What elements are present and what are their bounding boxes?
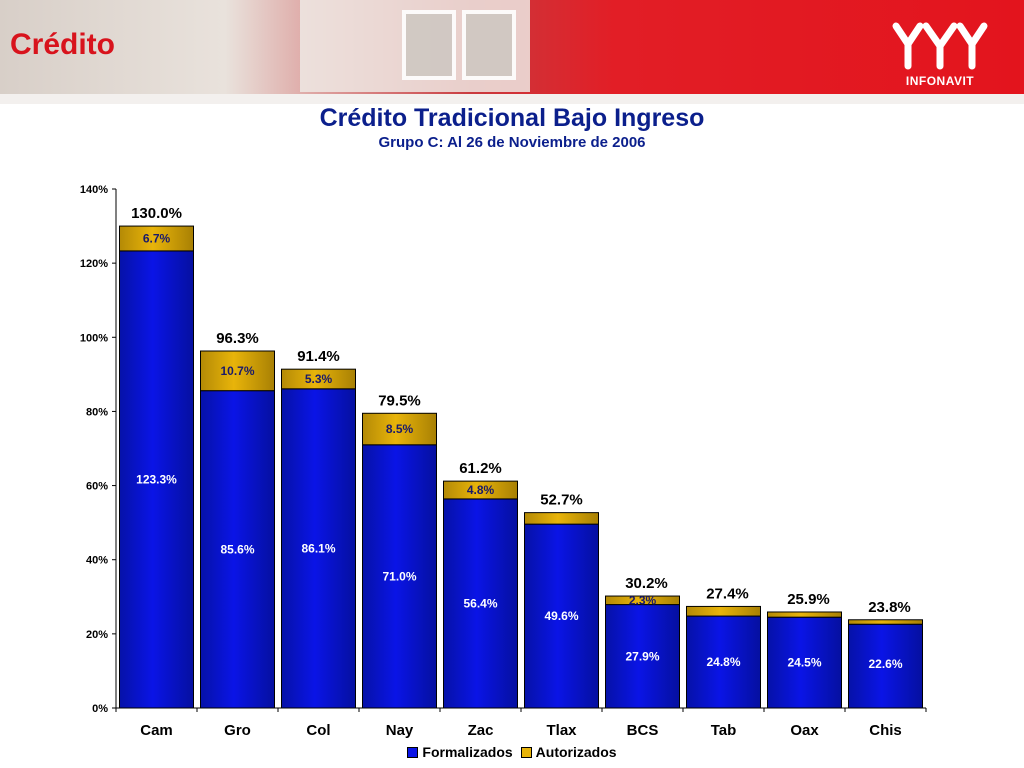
bar-autorizados	[443, 480, 518, 500]
house-window	[462, 10, 516, 80]
data-label-formalizados: 71.0%	[382, 569, 416, 583]
bar-autorizados	[200, 350, 275, 392]
x-tick-label: Gro	[224, 722, 251, 739]
x-tick-label: Zac	[468, 722, 494, 739]
legend-swatch-autorizados	[520, 746, 532, 758]
y-tick-label: 40%	[86, 555, 108, 567]
data-label-total: 79.5%	[378, 392, 421, 409]
chart-legend: Formalizados Autorizados	[0, 744, 1024, 760]
house-window	[402, 10, 456, 80]
x-tick-label: Chis	[869, 722, 902, 739]
x-tick-label: Oax	[790, 722, 819, 739]
x-tick-label: Nay	[386, 722, 414, 739]
x-tick-label: Tab	[711, 722, 737, 739]
legend-item-autorizados: Autorizados	[520, 744, 617, 760]
x-tick-label: Tlax	[546, 722, 577, 739]
bar-formalizados	[200, 390, 275, 709]
y-tick-label: 20%	[86, 629, 108, 641]
bar-formalizados	[686, 615, 761, 709]
legend-label-autorizados: Autorizados	[535, 744, 617, 760]
data-label-total: 61.2%	[459, 460, 502, 477]
y-tick-label: 80%	[86, 406, 108, 418]
bar-autorizados	[362, 412, 437, 446]
chart-subtitle: Grupo C: Al 26 de Noviembre de 2006	[378, 134, 646, 151]
bar-formalizados	[443, 498, 518, 709]
data-label-autorizados: 8.5%	[386, 422, 414, 436]
y-tick-label: 60%	[86, 481, 108, 493]
bar-autorizados	[281, 368, 356, 390]
bar-formalizados	[524, 523, 599, 709]
data-label-total: 96.3%	[216, 330, 259, 347]
bar-autorizados	[605, 595, 680, 606]
infonavit-logo: INFONAVIT	[888, 18, 992, 90]
bar-formalizados	[119, 250, 194, 709]
data-label-formalizados: 27.9%	[625, 649, 659, 663]
data-label-formalizados: 123.3%	[136, 472, 177, 486]
data-label-formalizados: 49.6%	[544, 609, 578, 623]
y-tick-label: 140%	[80, 184, 108, 196]
bar-autorizados	[119, 225, 194, 252]
legend-item-formalizados: Formalizados	[407, 744, 513, 760]
bar-formalizados	[281, 388, 356, 709]
bar-formalizados	[362, 444, 437, 709]
data-label-autorizados: 5.3%	[305, 372, 333, 386]
data-label-formalizados: 56.4%	[463, 596, 497, 610]
bar-autorizados	[524, 512, 599, 525]
data-label-total: 25.9%	[787, 591, 830, 608]
data-label-total: 130.0%	[131, 205, 182, 222]
x-tick-label: BCS	[627, 722, 659, 739]
x-tick-label: Cam	[140, 722, 173, 739]
data-label-total: 52.7%	[540, 492, 583, 509]
data-label-formalizados: 22.6%	[868, 657, 902, 671]
bar-autorizados	[686, 605, 761, 617]
banner-stripe	[0, 94, 1024, 104]
y-tick-label: 0%	[92, 703, 108, 715]
legend-label-formalizados: Formalizados	[422, 744, 513, 760]
bar-formalizados	[605, 604, 680, 709]
data-label-formalizados: 24.5%	[787, 656, 821, 670]
data-label-autorizados: 2.3%	[629, 593, 657, 607]
legend-swatch-formalizados	[407, 746, 419, 758]
data-label-autorizados: 10.7%	[220, 364, 254, 378]
y-tick-label: 100%	[80, 332, 108, 344]
bar-formalizados	[848, 623, 923, 709]
header-banner	[0, 0, 1024, 104]
bar-autorizados	[767, 611, 842, 618]
bar-formalizados	[767, 616, 842, 709]
data-label-formalizados: 24.8%	[706, 655, 740, 669]
data-label-total: 30.2%	[625, 575, 668, 592]
data-label-autorizados: 4.8%	[467, 483, 495, 497]
chart-title: Crédito Tradicional Bajo Ingreso	[319, 104, 705, 132]
data-label-total: 23.8%	[868, 599, 911, 616]
data-label-formalizados: 85.6%	[220, 542, 254, 556]
brand-title: Crédito	[10, 28, 115, 61]
data-label-total: 27.4%	[706, 585, 749, 602]
data-label-total: 91.4%	[297, 348, 340, 365]
bar-autorizados	[848, 619, 923, 625]
logo-text: INFONAVIT	[905, 74, 975, 88]
y-tick-label: 120%	[80, 258, 108, 270]
data-label-autorizados: 6.7%	[143, 231, 171, 245]
x-tick-label: Col	[306, 722, 330, 739]
data-label-formalizados: 86.1%	[301, 541, 335, 555]
logo-mark-icon	[892, 22, 988, 70]
